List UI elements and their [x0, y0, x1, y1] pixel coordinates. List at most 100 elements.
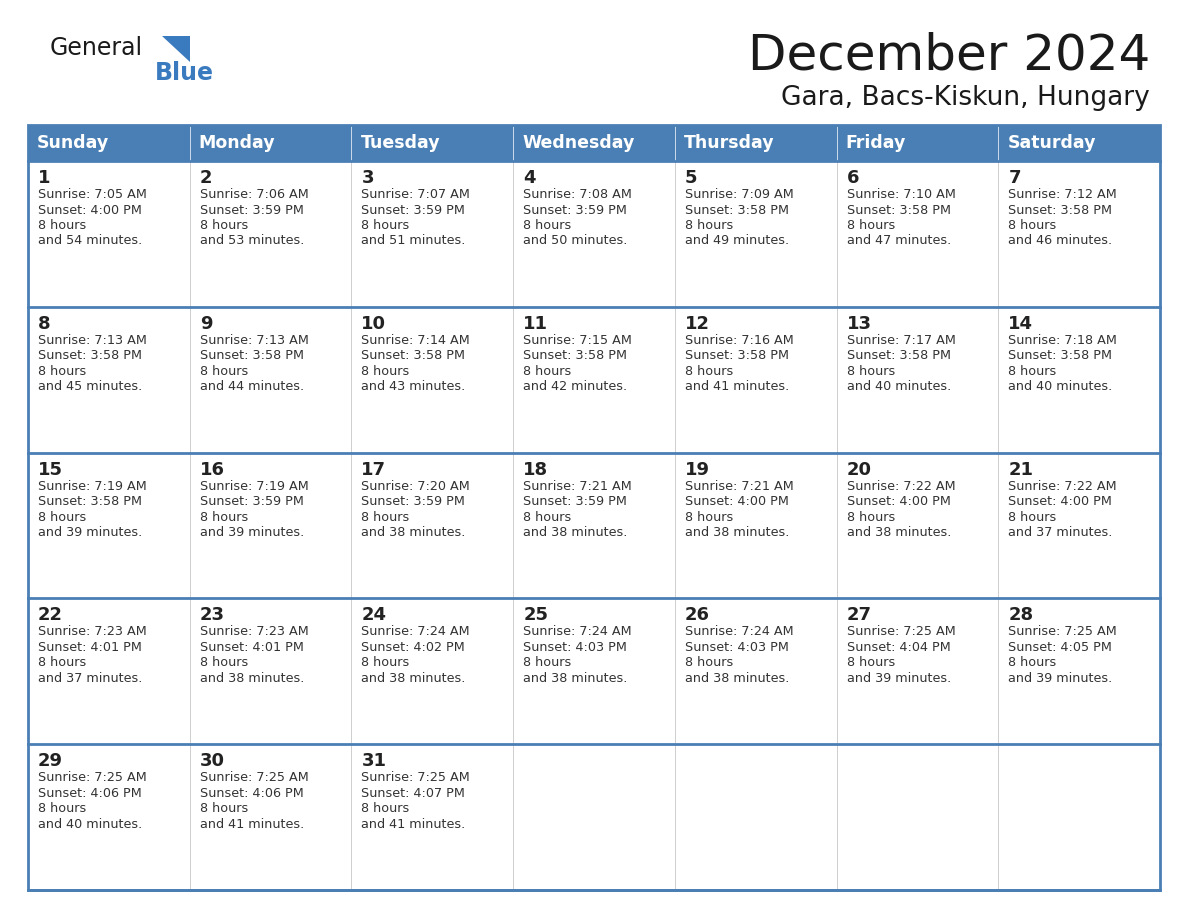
- Bar: [513, 599, 675, 744]
- Bar: [29, 161, 190, 307]
- Text: 4: 4: [523, 169, 536, 187]
- Text: 8 hours: 8 hours: [361, 510, 410, 523]
- Text: December 2024: December 2024: [747, 32, 1150, 80]
- Text: and 54 minutes.: and 54 minutes.: [38, 234, 143, 248]
- Text: 8 hours: 8 hours: [523, 219, 571, 232]
- Text: and 41 minutes.: and 41 minutes.: [200, 818, 304, 831]
- Text: 8 hours: 8 hours: [361, 802, 410, 815]
- Bar: [190, 125, 352, 161]
- Text: 6: 6: [847, 169, 859, 187]
- Bar: [29, 125, 190, 161]
- Bar: [29, 453, 190, 599]
- Text: Sunset: 4:03 PM: Sunset: 4:03 PM: [523, 641, 627, 654]
- Bar: [352, 307, 513, 453]
- Text: and 38 minutes.: and 38 minutes.: [684, 526, 789, 539]
- Text: and 39 minutes.: and 39 minutes.: [200, 526, 304, 539]
- Text: Sunrise: 7:08 AM: Sunrise: 7:08 AM: [523, 188, 632, 201]
- Text: 8 hours: 8 hours: [200, 219, 248, 232]
- Bar: [836, 453, 998, 599]
- Text: 3: 3: [361, 169, 374, 187]
- Text: Sunrise: 7:23 AM: Sunrise: 7:23 AM: [200, 625, 309, 638]
- Text: 20: 20: [847, 461, 872, 478]
- Text: and 53 minutes.: and 53 minutes.: [200, 234, 304, 248]
- Text: and 50 minutes.: and 50 minutes.: [523, 234, 627, 248]
- Text: Sunrise: 7:23 AM: Sunrise: 7:23 AM: [38, 625, 147, 638]
- Text: Sunday: Sunday: [37, 134, 109, 152]
- Text: Sunset: 3:58 PM: Sunset: 3:58 PM: [38, 495, 143, 508]
- Text: 8 hours: 8 hours: [847, 510, 895, 523]
- Bar: [513, 307, 675, 453]
- Polygon shape: [162, 36, 190, 62]
- Bar: [190, 599, 352, 744]
- Bar: [190, 453, 352, 599]
- Text: Sunrise: 7:15 AM: Sunrise: 7:15 AM: [523, 334, 632, 347]
- Bar: [675, 744, 836, 890]
- Text: Sunrise: 7:12 AM: Sunrise: 7:12 AM: [1009, 188, 1117, 201]
- Text: Sunrise: 7:24 AM: Sunrise: 7:24 AM: [361, 625, 470, 638]
- Text: Sunrise: 7:14 AM: Sunrise: 7:14 AM: [361, 334, 470, 347]
- Text: and 39 minutes.: and 39 minutes.: [38, 526, 143, 539]
- Bar: [998, 453, 1159, 599]
- Text: and 38 minutes.: and 38 minutes.: [847, 526, 950, 539]
- Text: 8 hours: 8 hours: [200, 802, 248, 815]
- Text: Sunset: 4:04 PM: Sunset: 4:04 PM: [847, 641, 950, 654]
- Text: Sunset: 4:00 PM: Sunset: 4:00 PM: [38, 204, 141, 217]
- Bar: [352, 453, 513, 599]
- Bar: [190, 161, 352, 307]
- Bar: [352, 599, 513, 744]
- Text: Sunrise: 7:05 AM: Sunrise: 7:05 AM: [38, 188, 147, 201]
- Text: Sunset: 3:58 PM: Sunset: 3:58 PM: [361, 350, 466, 363]
- Bar: [352, 125, 513, 161]
- Text: Sunset: 3:58 PM: Sunset: 3:58 PM: [847, 350, 950, 363]
- Text: and 37 minutes.: and 37 minutes.: [38, 672, 143, 685]
- Text: and 42 minutes.: and 42 minutes.: [523, 380, 627, 393]
- Text: Sunset: 3:58 PM: Sunset: 3:58 PM: [1009, 350, 1112, 363]
- Text: 19: 19: [684, 461, 710, 478]
- Text: 8 hours: 8 hours: [684, 364, 733, 378]
- Text: 9: 9: [200, 315, 213, 333]
- Text: and 41 minutes.: and 41 minutes.: [361, 818, 466, 831]
- Bar: [836, 125, 998, 161]
- Text: Sunset: 3:59 PM: Sunset: 3:59 PM: [200, 204, 304, 217]
- Text: and 40 minutes.: and 40 minutes.: [1009, 380, 1112, 393]
- Text: 26: 26: [684, 607, 710, 624]
- Bar: [836, 161, 998, 307]
- Text: 8: 8: [38, 315, 51, 333]
- Text: Sunrise: 7:25 AM: Sunrise: 7:25 AM: [38, 771, 147, 784]
- Text: and 39 minutes.: and 39 minutes.: [1009, 672, 1112, 685]
- Text: 8 hours: 8 hours: [200, 656, 248, 669]
- Text: Blue: Blue: [154, 61, 214, 85]
- Text: Sunrise: 7:17 AM: Sunrise: 7:17 AM: [847, 334, 955, 347]
- Text: 8 hours: 8 hours: [684, 656, 733, 669]
- Text: Sunset: 4:00 PM: Sunset: 4:00 PM: [1009, 495, 1112, 508]
- Text: 8 hours: 8 hours: [361, 656, 410, 669]
- Bar: [836, 599, 998, 744]
- Text: Sunrise: 7:13 AM: Sunrise: 7:13 AM: [200, 334, 309, 347]
- Text: Sunset: 4:02 PM: Sunset: 4:02 PM: [361, 641, 466, 654]
- Text: 23: 23: [200, 607, 225, 624]
- Text: 8 hours: 8 hours: [38, 656, 87, 669]
- Text: 8 hours: 8 hours: [38, 364, 87, 378]
- Text: Sunrise: 7:16 AM: Sunrise: 7:16 AM: [684, 334, 794, 347]
- Bar: [675, 161, 836, 307]
- Text: and 45 minutes.: and 45 minutes.: [38, 380, 143, 393]
- Text: Sunrise: 7:18 AM: Sunrise: 7:18 AM: [1009, 334, 1117, 347]
- Text: 10: 10: [361, 315, 386, 333]
- Text: and 38 minutes.: and 38 minutes.: [361, 672, 466, 685]
- Text: Sunset: 4:06 PM: Sunset: 4:06 PM: [38, 787, 141, 800]
- Text: Sunrise: 7:07 AM: Sunrise: 7:07 AM: [361, 188, 470, 201]
- Text: Sunrise: 7:19 AM: Sunrise: 7:19 AM: [200, 479, 309, 493]
- Text: 31: 31: [361, 752, 386, 770]
- Text: and 39 minutes.: and 39 minutes.: [847, 672, 950, 685]
- Text: 8 hours: 8 hours: [1009, 364, 1056, 378]
- Text: 24: 24: [361, 607, 386, 624]
- Text: 13: 13: [847, 315, 872, 333]
- Text: and 44 minutes.: and 44 minutes.: [200, 380, 304, 393]
- Text: 15: 15: [38, 461, 63, 478]
- Text: Sunrise: 7:06 AM: Sunrise: 7:06 AM: [200, 188, 309, 201]
- Text: 8 hours: 8 hours: [523, 510, 571, 523]
- Text: Monday: Monday: [198, 134, 276, 152]
- Text: Sunset: 3:59 PM: Sunset: 3:59 PM: [523, 495, 627, 508]
- Text: 8 hours: 8 hours: [684, 510, 733, 523]
- Bar: [29, 125, 1159, 890]
